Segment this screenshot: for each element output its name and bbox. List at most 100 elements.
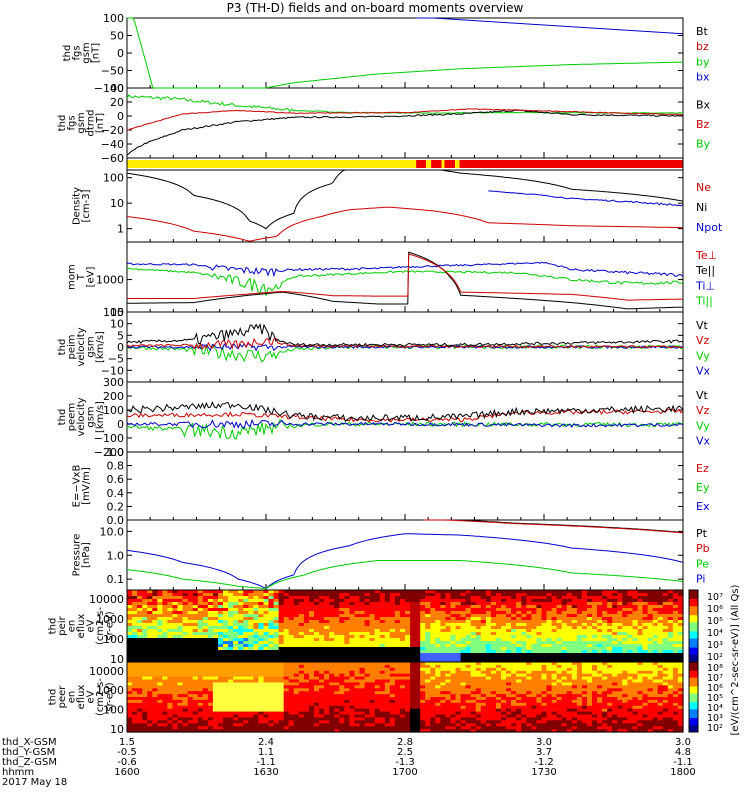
peer-heatmap-cell — [162, 679, 169, 683]
peir-heatmap-cell — [293, 644, 300, 648]
peer-heatmap-cell — [465, 679, 472, 683]
peir-heatmap-cell — [410, 641, 416, 645]
peer-heatmap-cell — [324, 676, 330, 681]
peir-heatmap-cell — [622, 626, 628, 630]
peer-heatmap-cell — [238, 711, 244, 716]
peir-heatmap-cell — [137, 623, 143, 627]
peer-heatmap-cell — [263, 679, 270, 683]
peer-heatmap-cell — [228, 708, 234, 713]
peir-heatmap-cell — [162, 602, 169, 606]
peir-heatmap-cell — [410, 635, 416, 639]
peir-heatmap-cell — [243, 656, 249, 660]
peir-heatmap-cell — [293, 659, 300, 663]
temperature-legend-Ti||: Ti|| — [695, 295, 713, 308]
peer-heatmap-cell — [309, 673, 315, 678]
peer-heatmap-cell — [162, 720, 169, 724]
peer-heatmap-cell — [425, 697, 431, 701]
peer-heatmap-cell — [218, 670, 224, 675]
peir-heatmap-cell — [238, 617, 244, 621]
peer-heatmap-cell — [389, 670, 396, 675]
peer-heatmap-cell — [218, 694, 224, 698]
peir-heatmap-cell — [314, 644, 320, 648]
peer-heatmap-cell — [364, 673, 371, 678]
peer-heatmap-cell — [445, 676, 452, 681]
peer-heatmap-cell — [475, 714, 482, 718]
peir-heatmap-cell — [485, 647, 492, 651]
peer-heatmap-cell — [460, 664, 467, 669]
peir-heatmap-cell — [536, 590, 543, 594]
peer-heatmap-cell — [420, 667, 426, 672]
peir-heatmap-cell — [228, 608, 234, 612]
peer-heatmap-cell — [278, 664, 285, 669]
peir-heatmap-cell — [389, 647, 396, 651]
peer-heatmap-cell — [228, 702, 234, 707]
peir-heatmap-cell — [147, 614, 153, 618]
peer-heatmap-cell — [349, 662, 356, 666]
peir-heatmap-cell — [152, 659, 158, 663]
peer-heatmap-cell — [253, 670, 260, 675]
peir-heatmap-cell — [536, 659, 543, 663]
peir-heatmap-cell — [359, 608, 366, 612]
peer-heatmap-cell — [157, 667, 163, 672]
peer-heatmap-cell — [475, 726, 482, 730]
peir-heatmap-cell — [172, 623, 179, 627]
peer-heatmap-cell — [253, 708, 260, 713]
peir-heatmap-cell — [480, 629, 487, 633]
peir-heatmap-cell — [602, 620, 608, 624]
peer-heatmap-cell — [470, 662, 477, 666]
peer-heatmap-cell — [470, 691, 477, 695]
peir-heatmap-cell — [445, 626, 452, 630]
peir-heatmap-cell — [182, 656, 189, 660]
peir-heatmap-cell — [202, 602, 209, 606]
peer-heatmap-cell — [410, 723, 416, 727]
peer-heatmap-cell — [425, 670, 431, 675]
peir-heatmap-cell — [677, 653, 684, 657]
peir-heatmap-cell — [248, 638, 254, 642]
peir-heatmap-cell — [374, 599, 381, 603]
peir-heatmap-cell — [541, 614, 548, 618]
peer-heatmap-cell — [212, 676, 219, 681]
peir-heatmap-cell — [132, 635, 138, 639]
peir-heatmap-cell — [581, 596, 588, 600]
peir-heatmap-cell — [415, 605, 421, 609]
peir-heatmap-cell — [364, 644, 371, 648]
peir-heatmap-cell — [546, 632, 553, 636]
peer-heatmap-cell — [288, 662, 295, 666]
peir-heatmap-cell — [475, 629, 482, 633]
peir-heatmap-cell — [137, 653, 143, 657]
peir-heatmap-cell — [677, 644, 684, 648]
peir-heatmap-cell — [576, 644, 583, 648]
peir-heatmap-cell — [212, 638, 219, 642]
peir-heatmap-cell — [490, 620, 497, 624]
peir-heatmap-cell — [440, 593, 447, 597]
pressure-ytick-label: 1.0 — [107, 549, 125, 562]
peir-heatmap-cell — [592, 641, 598, 645]
peer-heatmap-cell — [258, 664, 265, 669]
peir-heatmap-cell — [566, 629, 573, 633]
peir-heatmap-cell — [152, 614, 158, 618]
peer-heatmap-cell — [127, 711, 133, 716]
peer-heatmap-cell — [329, 720, 335, 724]
peir-heatmap-cell — [612, 623, 618, 627]
peir-heatmap-cell — [566, 605, 573, 609]
peer-heatmap-cell — [172, 676, 179, 681]
peir-heatmap-cell — [445, 656, 452, 660]
peir-heatmap-cell — [197, 623, 204, 627]
peer-heatmap-cell — [430, 679, 436, 683]
peir-heatmap-cell — [637, 653, 644, 657]
peer-heatmap-cell — [324, 714, 330, 718]
peir-heatmap-cell — [541, 590, 548, 594]
peer-heatmap-cell — [202, 685, 209, 689]
peer-heatmap-cell — [303, 662, 310, 666]
peir-heatmap-cell — [435, 656, 441, 660]
peir-heatmap-cell — [223, 593, 229, 597]
peir-heatmap-cell — [187, 638, 194, 642]
peir-heatmap-cell — [612, 644, 618, 648]
peir-heatmap-cell — [238, 590, 244, 594]
peir-heatmap-cell — [556, 641, 563, 645]
peer-heatmap-cell — [243, 691, 249, 695]
peir-heatmap-cell — [470, 644, 477, 648]
peir-heatmap-cell — [410, 611, 416, 615]
peir-heatmap-cell — [384, 596, 391, 600]
peer-heatmap-cell — [445, 664, 452, 669]
